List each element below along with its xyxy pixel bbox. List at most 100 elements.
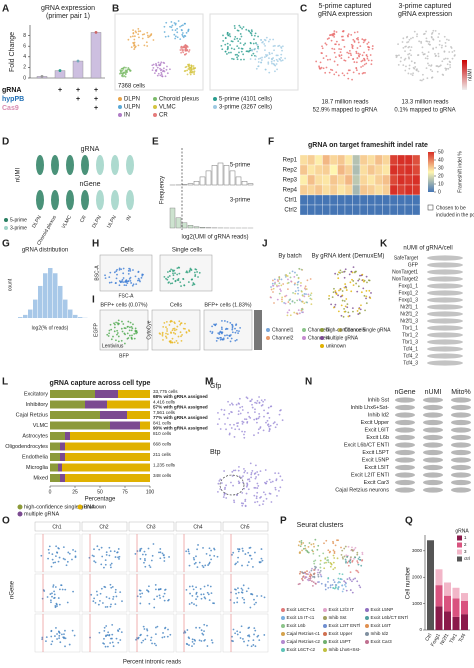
cell-dot (315, 60, 318, 63)
cell-dot (159, 74, 162, 77)
cell-dot (397, 63, 400, 66)
cell-dot (189, 73, 192, 76)
cell-dot (304, 577, 306, 579)
heat-cell (344, 154, 353, 166)
cell-dot (173, 329, 176, 332)
cell-dot (207, 564, 210, 566)
heat-cell (299, 164, 308, 176)
cell-dot (345, 554, 348, 557)
cell-dot (41, 597, 44, 600)
cell-dot (351, 278, 353, 281)
cell-dot (245, 590, 248, 593)
cell-dot (231, 635, 233, 638)
cell-dot (227, 51, 230, 54)
cell-dot (137, 279, 139, 282)
violin (451, 449, 471, 456)
cell-dot (198, 626, 201, 629)
cell-dot (281, 49, 283, 52)
cell-dot (321, 45, 323, 48)
cell-dot (236, 597, 239, 599)
cell-dot (161, 70, 164, 73)
legend-label: Excit Upper (329, 631, 353, 636)
legend-swatch (457, 535, 462, 541)
cell-dot (236, 601, 239, 604)
cell-dot (298, 298, 301, 301)
cell-dot (226, 328, 229, 330)
cell-dot (344, 545, 347, 548)
legend-dot (365, 632, 369, 636)
heat-cell (382, 164, 391, 176)
cell-dot (254, 401, 257, 404)
panel-letter: Q (405, 516, 413, 527)
violin (51, 155, 59, 175)
cell-dot (54, 561, 57, 564)
legend-dot (281, 624, 285, 628)
cell-dot (317, 569, 320, 571)
cell-dot (206, 591, 209, 594)
row-label: Ctrl1 (284, 198, 297, 204)
cell-dot (100, 587, 103, 590)
legend-label: unknown (326, 343, 346, 349)
cell-dot (163, 636, 166, 638)
bar-segment (85, 400, 107, 409)
cell-dot (160, 61, 163, 64)
cell-dot (184, 49, 187, 52)
cell-dot (112, 598, 114, 600)
cell-dot (341, 290, 344, 292)
panel-letter: J (262, 239, 268, 250)
colorbar-label: nUMI (467, 69, 473, 81)
cell-dot (421, 79, 423, 82)
cell-dot (304, 285, 307, 288)
cell-dot (270, 60, 273, 63)
cell-dot (220, 326, 223, 329)
cell-dot (237, 29, 240, 32)
violin (423, 457, 443, 463)
cell-dot (117, 548, 120, 550)
cell-dot (339, 577, 342, 580)
cell-dot (335, 71, 338, 74)
cell-dot (343, 276, 346, 279)
cell-dot (188, 644, 190, 646)
cell-dot (160, 73, 163, 76)
cell-dot (129, 268, 131, 271)
cell-dot (351, 546, 353, 549)
category-label: Ctrl (424, 633, 433, 643)
heat-cell (344, 204, 353, 216)
cell-dot (367, 46, 370, 49)
cell-dot (211, 332, 213, 335)
cell-dot (352, 280, 355, 282)
cell-dot (127, 272, 130, 275)
cell-dot (265, 421, 267, 424)
cell-dot (357, 38, 360, 41)
cell-dot (187, 28, 190, 31)
cell-dot (254, 464, 257, 467)
legend-dot (323, 632, 327, 636)
cell-dot (281, 300, 283, 303)
cell-dot (155, 62, 157, 65)
row-label: NonTarget2 (392, 276, 418, 282)
cell-dot (190, 65, 193, 68)
cell-dot (142, 639, 145, 642)
cell-dot (355, 69, 358, 72)
cell-dot (297, 289, 300, 292)
row-label: Nr2f1_3 (400, 318, 418, 324)
cell-dot (272, 45, 275, 48)
panel-letter: B (112, 4, 119, 15)
bar-segment (62, 463, 150, 472)
cell-dot (259, 427, 262, 429)
cell-dot (344, 283, 347, 285)
label: + (76, 87, 80, 94)
cell-dot (274, 488, 277, 491)
cell-dot (341, 271, 344, 274)
cell-dot (104, 559, 107, 562)
bar-segment (435, 569, 443, 586)
cell-dot (224, 423, 226, 425)
legend-label: Excit L6b/CT ENTl (371, 615, 409, 620)
cell-dot (441, 60, 444, 63)
cell-dot (427, 51, 430, 54)
cell-dot (241, 491, 244, 494)
cell-dot (121, 278, 124, 281)
heat-cell (329, 154, 338, 166)
cell-dot (153, 642, 156, 645)
cell-dot (332, 579, 335, 581)
